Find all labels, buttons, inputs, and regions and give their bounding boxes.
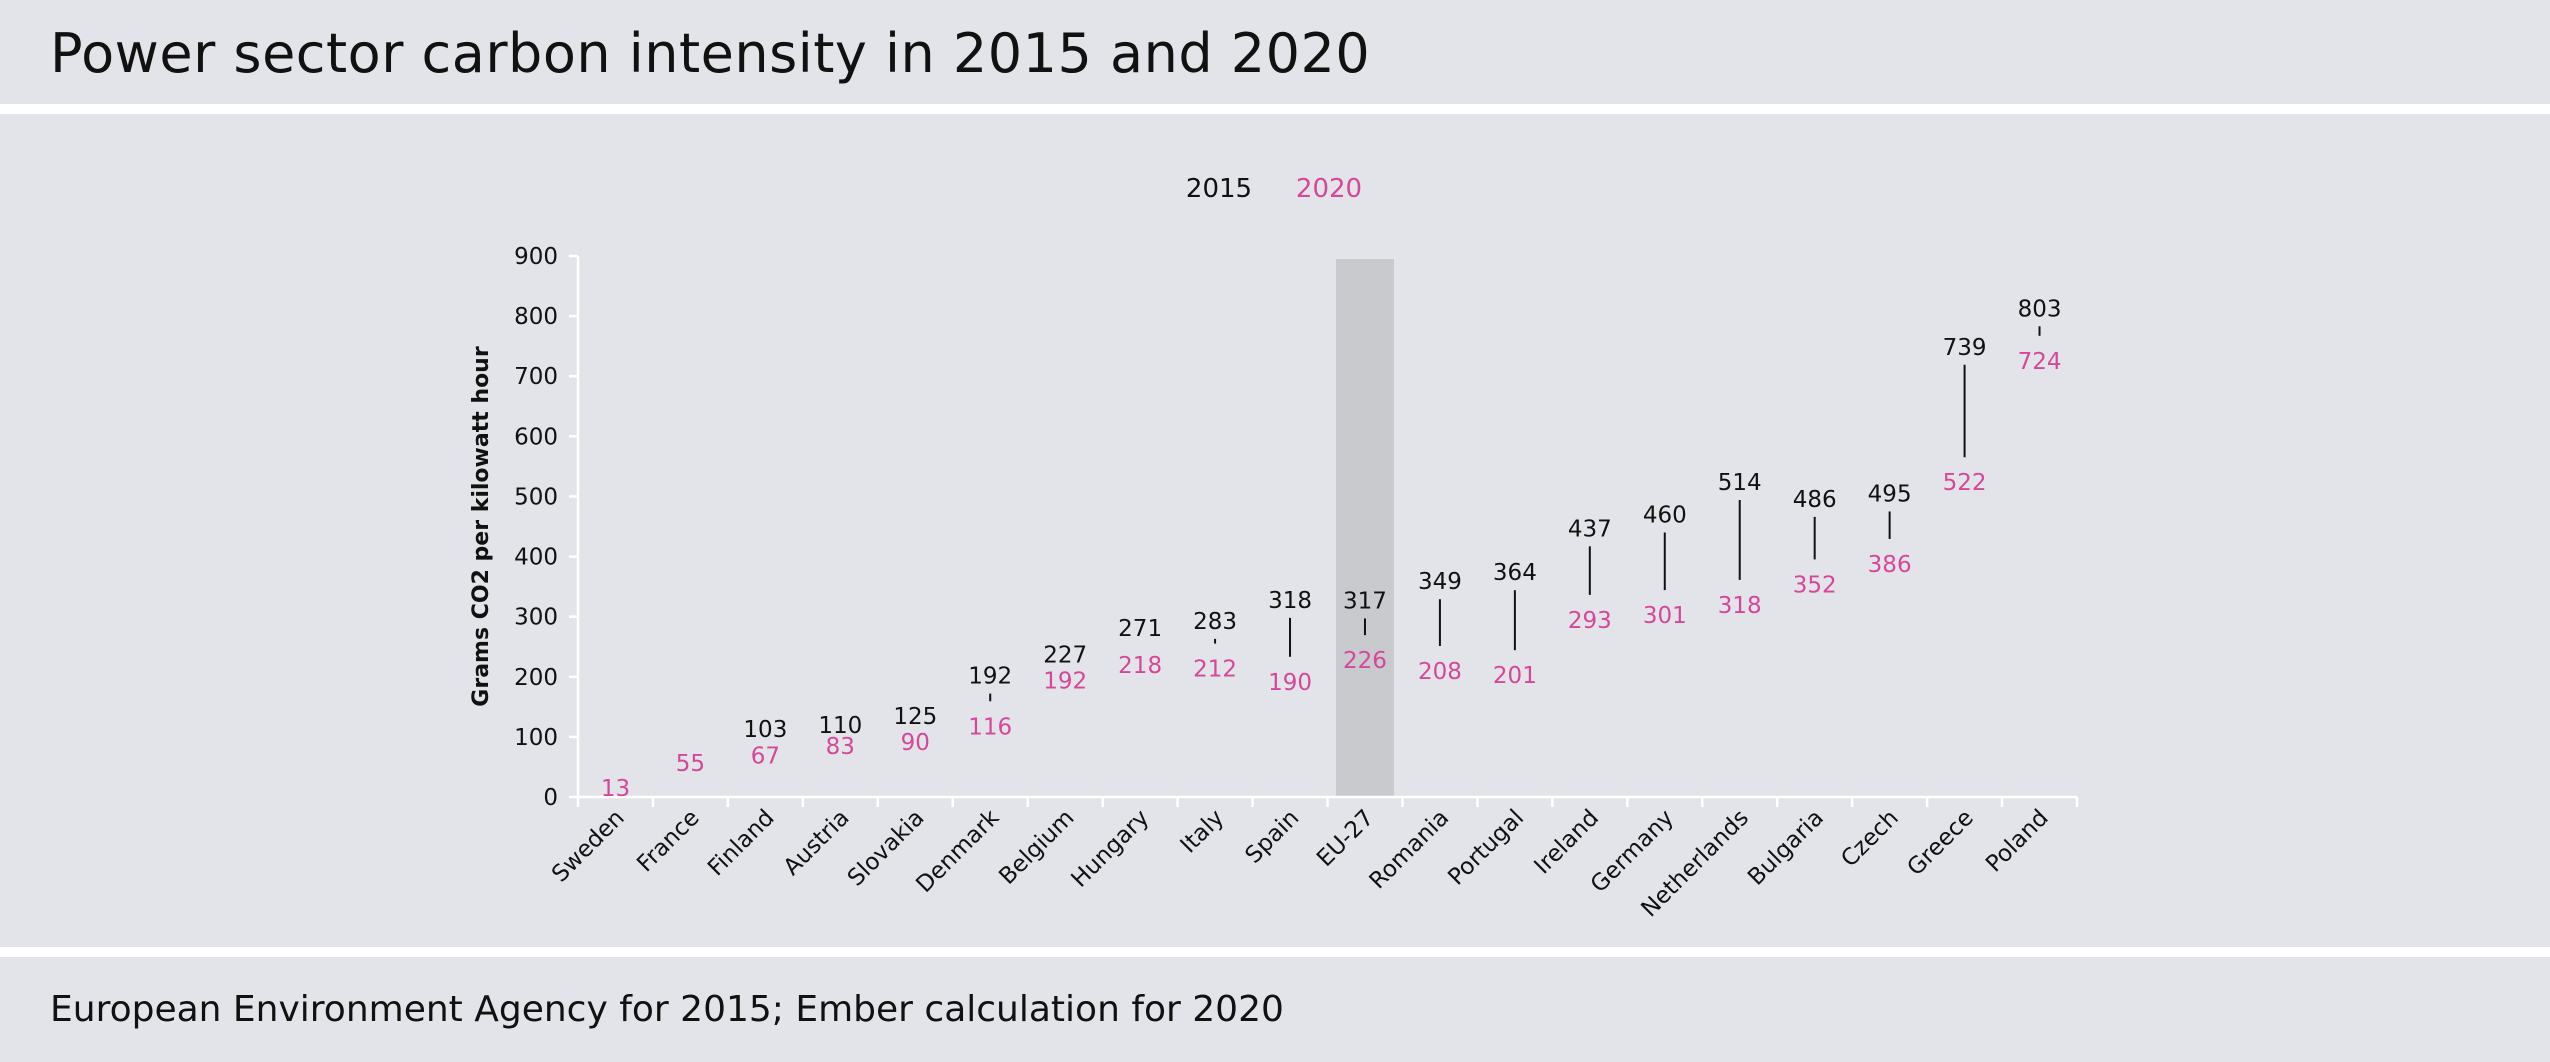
x-category-label-denmark: Denmark <box>911 804 1005 898</box>
data-label-2015: 486 <box>1793 487 1837 513</box>
data-label-2015: 283 <box>1193 609 1237 635</box>
data-label-2015: 271 <box>1118 616 1162 642</box>
chart-panel: 0 100 200 300 400 500 600 700 800 900 Grams CO2 pe… <box>0 114 2550 947</box>
data-label-2020: 212 <box>1193 657 1237 683</box>
footer: European Environment Agency for 2015; Em… <box>0 957 2550 1062</box>
y-tick-label: 200 <box>514 665 558 691</box>
data-label-2020: 301 <box>1643 603 1687 629</box>
data-label-2020: 192 <box>1043 669 1087 695</box>
x-category-label-bulgaria: Bulgaria <box>1743 805 1829 891</box>
data-label-2020: 522 <box>1943 470 1987 496</box>
data-label-2015: 803 <box>2018 296 2062 322</box>
data-label-2020: 116 <box>968 714 1012 740</box>
page-title: Power sector carbon intensity in 2015 an… <box>50 22 1371 85</box>
y-axis-label: Grams CO2 per kilowatt hour <box>469 346 494 707</box>
data-label-2020: 201 <box>1493 663 1537 689</box>
y-tick-label: 300 <box>514 605 558 631</box>
x-category-label-poland: Poland <box>1981 805 2054 878</box>
data-label-2015: 437 <box>1568 516 1612 542</box>
data-label-2020: 190 <box>1268 670 1312 696</box>
data-label-2020: 13 <box>601 776 630 802</box>
data-label-2020: 318 <box>1718 593 1762 619</box>
x-category-label-ireland: Ireland <box>1529 805 1604 880</box>
data-label-2020: 226 <box>1343 648 1387 674</box>
data-label-2015: 318 <box>1268 588 1312 614</box>
y-tick-label: 0 <box>543 785 558 811</box>
data-label-2020: 724 <box>2018 349 2062 375</box>
x-category-label-spain: Spain <box>1240 805 1304 869</box>
data-label-2020: 67 <box>751 744 780 770</box>
carbon-intensity-chart: 0 100 200 300 400 500 600 700 800 900 Grams CO2 pe… <box>469 174 2079 922</box>
data-label-2020: 293 <box>1568 608 1612 634</box>
data-label-2015: 227 <box>1043 643 1087 669</box>
data-label-2015: 495 <box>1868 481 1912 507</box>
x-category-label-hungary: Hungary <box>1067 805 1155 893</box>
x-category-label-portugal: Portugal <box>1443 805 1529 891</box>
data-label-2020: 352 <box>1793 572 1837 598</box>
x-category-label-eu-27: EU-27 <box>1312 805 1379 872</box>
data-label-2015: 103 <box>743 717 787 743</box>
data-label-2015: 110 <box>818 713 862 739</box>
data-label-2015: 349 <box>1418 569 1462 595</box>
y-tick-label: 700 <box>514 364 558 390</box>
legend-2015: 2015 <box>1186 174 1252 204</box>
x-category-label-czech: Czech <box>1836 805 1904 873</box>
data-label-2020: 218 <box>1118 653 1162 679</box>
data-label-2020: 90 <box>901 730 930 756</box>
y-tick-label: 800 <box>514 304 558 330</box>
x-category-label-sweden: Sweden <box>547 805 630 888</box>
x-category-label-france: France <box>632 805 704 877</box>
y-tick-label: 600 <box>514 424 558 450</box>
data-label-2015: 125 <box>893 704 937 730</box>
y-tick-label: 900 <box>514 244 558 270</box>
x-category-label-finland: Finland <box>703 805 780 882</box>
x-category-label-belgium: Belgium <box>994 805 1079 890</box>
x-category-label-romania: Romania <box>1365 805 1455 895</box>
data-label-2015: 739 <box>1943 335 1987 361</box>
highlight-band-eu-27 <box>1335 259 1394 797</box>
data-label-2015: 317 <box>1343 588 1387 614</box>
y-tick-label: 500 <box>514 484 558 510</box>
data-label-2020: 386 <box>1868 552 1912 578</box>
y-tick-label: 400 <box>514 545 558 571</box>
data-label-2020: 208 <box>1418 659 1462 685</box>
source-note: European Environment Agency for 2015; Em… <box>50 989 1284 1030</box>
x-category-label-austria: Austria <box>779 805 855 881</box>
legend-2020: 2020 <box>1296 174 1362 204</box>
data-label-2015: 514 <box>1718 470 1762 496</box>
y-tick-label: 100 <box>514 725 558 751</box>
x-category-label-italy: Italy <box>1176 805 1230 859</box>
x-category-label-greece: Greece <box>1903 805 1979 881</box>
data-label-2015: 364 <box>1493 560 1537 586</box>
data-label-2020: 83 <box>826 734 855 760</box>
data-label-2015: 192 <box>968 664 1012 690</box>
header: Power sector carbon intensity in 2015 an… <box>0 0 2550 104</box>
data-label-2020: 55 <box>676 751 705 777</box>
data-label-2015: 460 <box>1643 502 1687 528</box>
